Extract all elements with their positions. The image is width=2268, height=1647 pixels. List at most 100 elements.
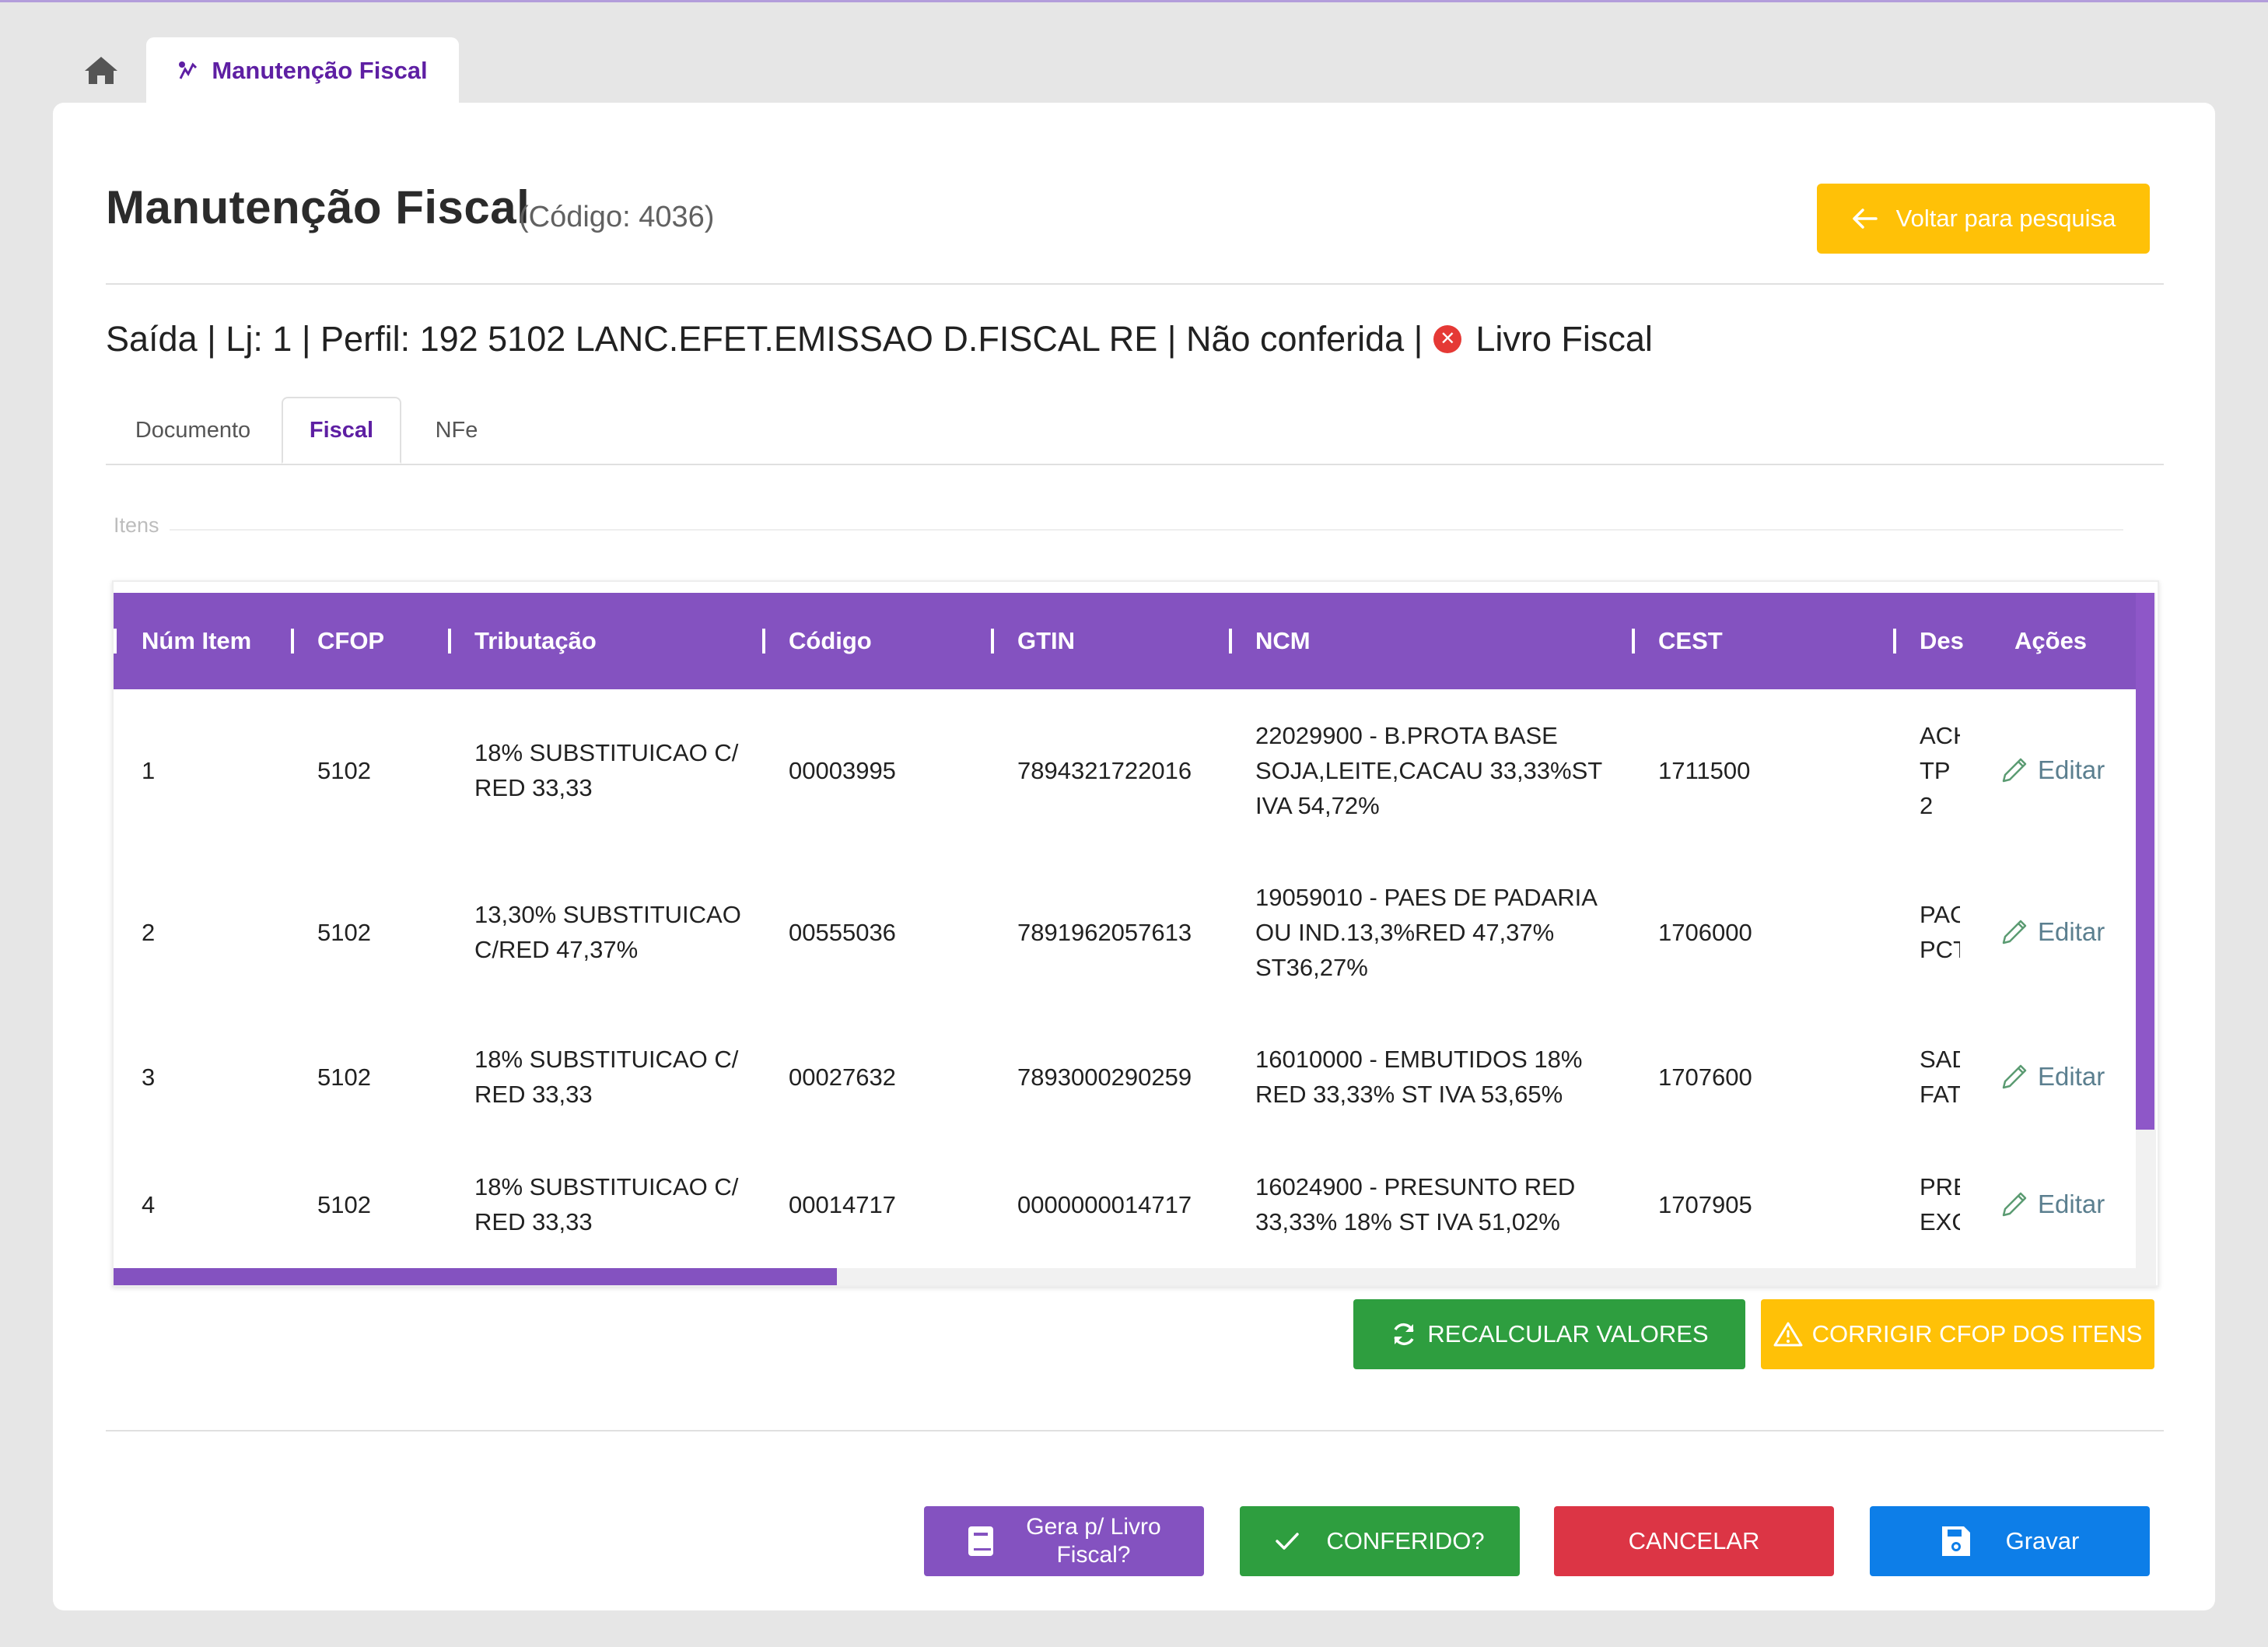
corrigir-label: CORRIGIR CFOP DOS ITENS bbox=[1811, 1320, 2143, 1347]
cell-cfop: 5102 bbox=[317, 918, 371, 946]
header-tributacao[interactable]: Tributação bbox=[474, 627, 597, 654]
descricao-line: ACH bbox=[1920, 721, 1960, 749]
cell-cest: 1711500 bbox=[1658, 756, 1751, 784]
livro-label: Gera p/ Livro Fiscal? bbox=[1026, 1513, 1160, 1569]
cell-ncm: 16010000 - EMBUTIDOS 18% RED 33,33% ST I… bbox=[1255, 1046, 1583, 1108]
livro-fiscal-status: Livro Fiscal bbox=[1475, 319, 1653, 359]
pencil-icon bbox=[2002, 920, 2027, 944]
cell-item: 1 bbox=[142, 756, 156, 784]
edit-button[interactable]: Editar bbox=[1999, 1013, 2105, 1141]
column-separator bbox=[762, 629, 765, 654]
back-to-search-button[interactable]: Voltar para pesquisa bbox=[1817, 184, 2150, 254]
table-row: 2 5102 13,30% SUBSTITUICAO C/RED 47,37% … bbox=[114, 851, 2136, 1014]
column-separator bbox=[448, 629, 451, 654]
edit-label: Editar bbox=[2038, 1062, 2105, 1091]
check-icon bbox=[1276, 1533, 1300, 1550]
header-gtin[interactable]: GTIN bbox=[1017, 627, 1076, 654]
descricao-line: PCT bbox=[1920, 936, 1960, 963]
cell-tributacao: 18% SUBSTITUICAO C/ RED 33,33 bbox=[474, 739, 739, 801]
header-descricao[interactable]: Des bbox=[1920, 627, 1964, 654]
recalcular-label: RECALCULAR VALORES bbox=[1427, 1320, 1709, 1347]
divider bbox=[106, 1430, 2164, 1431]
cell-cfop: 5102 bbox=[317, 756, 371, 784]
cell-tributacao: 18% SUBSTITUICAO C/ RED 33,33 bbox=[474, 1046, 739, 1108]
tab-fiscal[interactable]: Fiscal bbox=[282, 397, 401, 464]
cell-codigo: 00027632 bbox=[789, 1063, 896, 1091]
descricao-line: PRE bbox=[1920, 1173, 1960, 1200]
recalcular-valores-button[interactable]: RECALCULAR VALORES bbox=[1353, 1299, 1745, 1369]
cell-tributacao: 13,30% SUBSTITUICAO C/RED 47,37% bbox=[474, 901, 741, 963]
back-button-label: Voltar para pesquisa bbox=[1895, 205, 2116, 232]
vertical-scrollbar-thumb[interactable] bbox=[2136, 593, 2154, 1130]
header-ncm[interactable]: NCM bbox=[1255, 627, 1311, 654]
descricao-line: PAC bbox=[1920, 901, 1960, 928]
home-tab[interactable] bbox=[70, 37, 132, 103]
cell-codigo: 00555036 bbox=[789, 918, 896, 946]
cell-cest: 1706000 bbox=[1658, 918, 1752, 946]
edit-button[interactable]: Editar bbox=[1999, 1141, 2105, 1268]
tab-documento[interactable]: Documento bbox=[106, 397, 280, 464]
cell-gtin: 7894321722016 bbox=[1017, 756, 1192, 784]
column-separator bbox=[114, 629, 117, 654]
cell-gtin: 7893000290259 bbox=[1017, 1063, 1192, 1091]
horizontal-scrollbar-thumb[interactable] bbox=[114, 1268, 837, 1285]
descricao-line: EXC bbox=[1920, 1208, 1960, 1235]
tab-label: Manutenção Fiscal bbox=[212, 57, 428, 84]
corrigir-cfop-button[interactable]: CORRIGIR CFOP DOS ITENS bbox=[1761, 1299, 2154, 1369]
edit-button[interactable]: Editar bbox=[1999, 689, 2105, 851]
document-code: (Código: 4036) bbox=[519, 201, 715, 233]
conferido-button[interactable]: CONFERIDO? bbox=[1240, 1506, 1520, 1576]
refresh-icon bbox=[1394, 1323, 1415, 1346]
column-separator bbox=[991, 629, 994, 654]
arrow-left-icon bbox=[1852, 209, 1878, 229]
cell-cfop: 5102 bbox=[317, 1063, 371, 1091]
pencil-icon bbox=[2002, 1064, 2027, 1089]
document-info: Saída | Lj: 1 | Perfil: 192 5102 LANC.EF… bbox=[106, 319, 1653, 359]
cell-codigo: 00014717 bbox=[789, 1190, 896, 1218]
warning-icon bbox=[1773, 1322, 1803, 1347]
book-icon bbox=[968, 1526, 994, 1556]
divider bbox=[106, 283, 2164, 285]
cell-descricao: PRE EXC bbox=[1920, 1141, 1960, 1268]
cell-codigo: 00003995 bbox=[789, 756, 896, 784]
header-cest[interactable]: CEST bbox=[1658, 627, 1723, 654]
cell-gtin: 7891962057613 bbox=[1017, 918, 1192, 946]
header-cfop[interactable]: CFOP bbox=[317, 627, 385, 654]
pencil-icon bbox=[2002, 1192, 2027, 1217]
edit-button[interactable]: Editar bbox=[1999, 851, 2105, 1013]
home-icon bbox=[85, 57, 117, 84]
gera-livro-fiscal-button[interactable]: Gera p/ Livro Fiscal? bbox=[924, 1506, 1204, 1576]
column-separator bbox=[291, 629, 294, 654]
descricao-line: SAD bbox=[1920, 1046, 1960, 1073]
cell-cfop: 5102 bbox=[317, 1190, 371, 1218]
cell-cest: 1707600 bbox=[1658, 1063, 1752, 1091]
tab-nfe-label: NFe bbox=[435, 417, 478, 443]
tab-documento-label: Documento bbox=[135, 417, 251, 443]
cancelar-label: CANCELAR bbox=[1628, 1527, 1760, 1554]
save-icon bbox=[1941, 1526, 1970, 1556]
column-separator bbox=[1632, 629, 1635, 654]
cell-ncm: 22029900 - B.PROTA BASE SOJA,LEITE,CACAU… bbox=[1255, 721, 1602, 819]
cell-item: 3 bbox=[142, 1063, 156, 1091]
cancelar-button[interactable]: CANCELAR bbox=[1554, 1506, 1834, 1576]
livro-label-line: Fiscal? bbox=[1056, 1542, 1131, 1568]
gravar-button[interactable]: Gravar bbox=[1870, 1506, 2150, 1576]
header-num-item[interactable]: Núm Item bbox=[142, 627, 252, 654]
column-separator bbox=[1229, 629, 1232, 654]
column-separator bbox=[1893, 629, 1896, 654]
cell-cest: 1707905 bbox=[1658, 1190, 1752, 1218]
cell-item: 2 bbox=[142, 918, 156, 946]
header-codigo[interactable]: Código bbox=[789, 627, 872, 654]
top-accent-line bbox=[0, 0, 2268, 2]
document-info-text: Saída | Lj: 1 | Perfil: 192 5102 LANC.EF… bbox=[106, 319, 1423, 359]
edit-label: Editar bbox=[2038, 755, 2105, 784]
descricao-line: TP 2 bbox=[1920, 756, 1951, 819]
tab-nfe[interactable]: NFe bbox=[403, 397, 510, 464]
conferido-label: CONFERIDO? bbox=[1326, 1527, 1485, 1554]
cell-descricao: PAC PCT bbox=[1920, 851, 1960, 1013]
tab-manutencao-fiscal[interactable]: Manutenção Fiscal bbox=[146, 37, 459, 104]
page-title: Manutenção Fiscal bbox=[106, 181, 530, 233]
table-header: Núm Item CFOP Tributação Código GTIN NCM… bbox=[114, 593, 2136, 689]
descricao-line: FAT bbox=[1920, 1081, 1960, 1108]
table-row: 4 5102 18% SUBSTITUICAO C/ RED 33,33 000… bbox=[114, 1141, 2136, 1268]
